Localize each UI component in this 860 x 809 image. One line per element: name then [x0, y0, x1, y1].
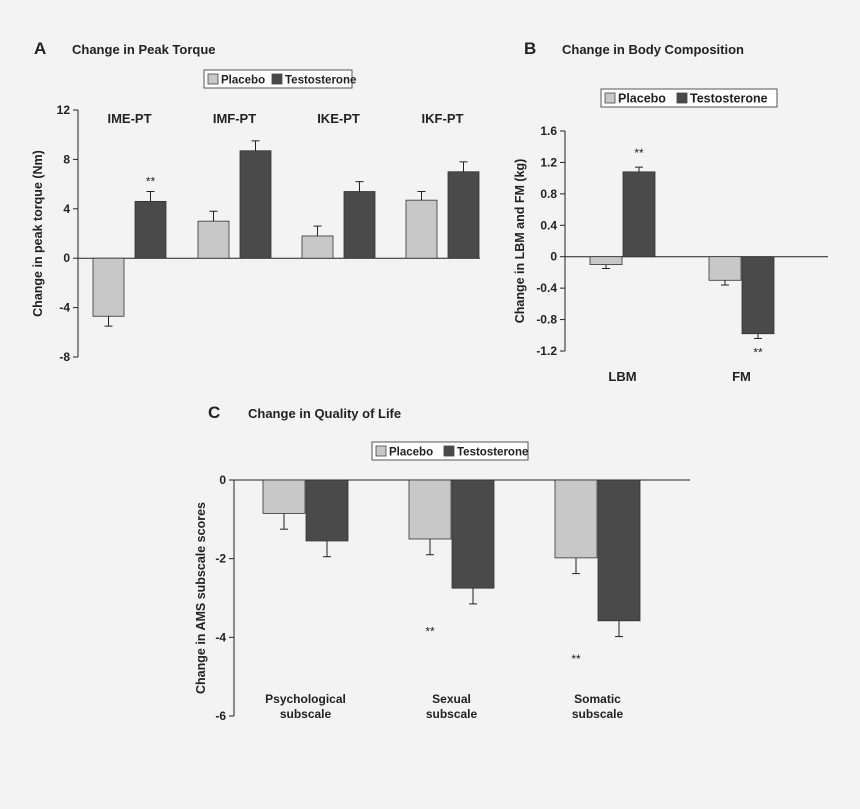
bar-testosterone-3 [343, 191, 376, 259]
chart-title: Change in Peak Torque [72, 42, 216, 57]
legend-label-testosterone: Testosterone [285, 75, 356, 87]
legend: Placebo Testosterone [203, 69, 356, 89]
legend-swatch-testosterone [443, 445, 455, 457]
bar-placebo-2 [197, 220, 230, 259]
y-tick-label: -6 [215, 709, 226, 723]
category-label: Sexual subscale [426, 692, 478, 721]
bar-testosterone-3 [597, 479, 641, 622]
category-label: Somatic subscale [572, 692, 624, 721]
y-tick-label: 1.2 [540, 155, 557, 169]
y-tick-label: -0.4 [536, 281, 557, 295]
category-label-line: Somatic [574, 692, 621, 706]
legend-box [600, 88, 778, 108]
bar-testosterone-2 [741, 256, 775, 335]
category-label-line: IKF-PT [422, 111, 464, 126]
legend: Placebo Testosterone [371, 441, 529, 461]
significance-marker: ** [571, 652, 581, 666]
legend-swatch-placebo [604, 92, 616, 104]
category-label-line: FM [732, 369, 751, 384]
category-label-line: subscale [280, 707, 332, 721]
legend-label-placebo: Placebo [221, 75, 265, 87]
bar-placebo-2 [408, 479, 452, 540]
significance-marker: ** [425, 624, 435, 638]
significance-marker: ** [753, 346, 763, 360]
category-label: IME-PT [107, 111, 151, 126]
y-tick-label: -2 [215, 552, 226, 566]
category-label-line: Psychological [265, 692, 346, 706]
panel-C: C Change in Quality of Life Placebo Testost… [194, 403, 690, 723]
category-label: FM [732, 369, 751, 384]
bar-placebo-2 [708, 256, 742, 281]
y-tick-label: -8 [59, 350, 70, 364]
y-tick-label: -0.8 [536, 313, 557, 327]
panel-letter: B [524, 39, 536, 58]
category-label: IMF-PT [213, 111, 256, 126]
category-label: LBM [608, 369, 636, 384]
category-label: IKE-PT [317, 111, 360, 126]
y-tick-label: 0.8 [540, 187, 557, 201]
y-tick-label: 0.4 [540, 218, 557, 232]
bar-placebo-1 [262, 479, 306, 514]
y-tick-label: 0 [219, 473, 226, 487]
category-label-line: IKE-PT [317, 111, 360, 126]
legend-label-testosterone: Testosterone [690, 92, 768, 106]
bar-placebo-3 [301, 235, 334, 259]
bar-testosterone-4 [447, 171, 480, 259]
chart-title: Change in Body Composition [562, 42, 744, 57]
legend-swatch-testosterone [271, 73, 283, 85]
legend-label-testosterone: Testosterone [457, 447, 528, 459]
y-axis-label: Change in LBM and FM (kg) [513, 159, 527, 324]
bar-placebo-4 [405, 199, 438, 259]
y-tick-label: 8 [63, 152, 70, 166]
legend-swatch-placebo [375, 445, 387, 457]
bar-placebo-3 [554, 479, 598, 559]
category-label-line: LBM [608, 369, 636, 384]
y-axis-label: Change in AMS subscale scores [194, 502, 208, 694]
y-tick-label: -4 [215, 630, 226, 644]
bar-testosterone-1 [305, 479, 349, 542]
significance-marker: ** [146, 175, 156, 189]
chart-title: Change in Quality of Life [248, 406, 401, 421]
category-label-line: IMF-PT [213, 111, 256, 126]
panel-letter: C [208, 403, 220, 422]
legend-swatch-placebo [207, 73, 219, 85]
bar-testosterone-2 [451, 479, 495, 589]
category-label: IKF-PT [422, 111, 464, 126]
panel-B: B Change in Body Composition Placebo Testos… [513, 39, 828, 384]
bar-testosterone-1 [622, 171, 656, 258]
y-tick-label: 12 [57, 103, 71, 117]
bar-testosterone-2 [239, 150, 272, 259]
y-tick-label: 1.6 [540, 124, 557, 138]
category-label-line: subscale [572, 707, 624, 721]
y-tick-label: -4 [59, 301, 70, 315]
y-tick-label: 0 [63, 251, 70, 265]
legend-label-placebo: Placebo [389, 447, 433, 459]
y-tick-label: 0 [550, 250, 557, 264]
bar-placebo-1 [92, 257, 125, 317]
y-tick-label: 4 [63, 202, 70, 216]
category-label: Psychological subscale [265, 692, 346, 721]
legend-label-placebo: Placebo [618, 92, 666, 106]
category-label-line: IME-PT [107, 111, 151, 126]
y-tick-label: -1.2 [536, 344, 557, 358]
legend: Placebo Testosterone [600, 88, 778, 108]
y-axis-label: Change in peak torque (Nm) [31, 150, 45, 317]
category-label-line: subscale [426, 707, 478, 721]
panel-A: A Change in Peak Torque Placebo Testosteron… [31, 39, 480, 364]
panel-letter: A [34, 39, 46, 58]
bar-testosterone-1 [134, 200, 167, 259]
category-label-line: Sexual [432, 692, 471, 706]
bar-placebo-1 [589, 256, 623, 265]
significance-marker: ** [634, 146, 644, 160]
legend-swatch-testosterone [676, 92, 688, 104]
